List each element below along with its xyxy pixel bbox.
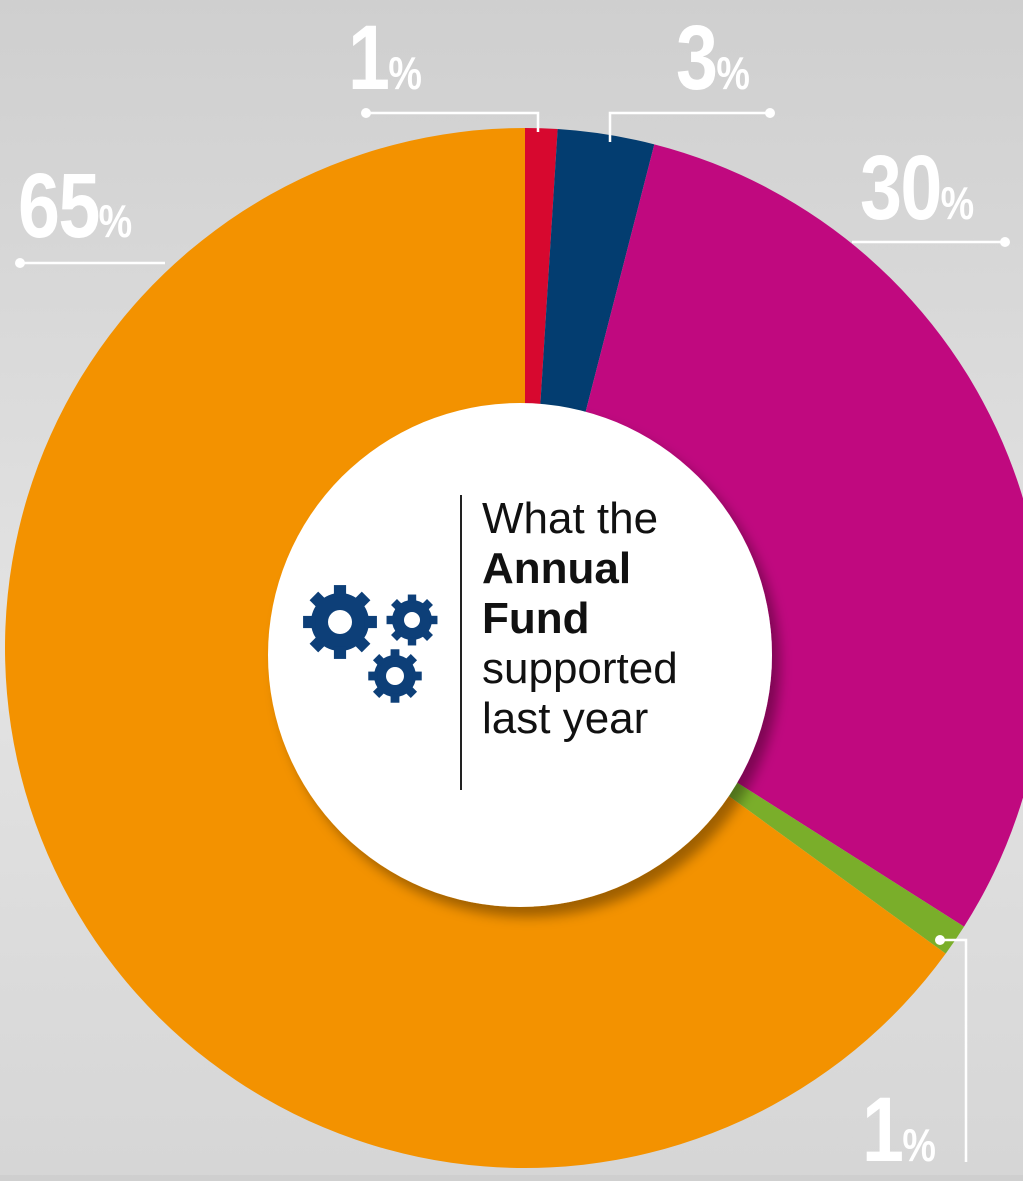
leader-dot-4 bbox=[15, 258, 25, 268]
leader-dot-3 bbox=[1000, 237, 1010, 247]
small-gear bbox=[386, 594, 438, 646]
title-divider bbox=[460, 495, 462, 790]
slice-label-3-unit: % bbox=[940, 177, 975, 229]
chart-title: What the Annual Fund supported last year bbox=[482, 494, 678, 744]
slice-label-4: 1% bbox=[862, 1084, 936, 1176]
title-line-5: last year bbox=[482, 694, 649, 743]
title-line-3: Fund bbox=[482, 594, 590, 643]
slice-label-5-unit: % bbox=[98, 195, 133, 247]
leader-line-1 bbox=[366, 111, 540, 132]
slice-label-3-value: 30 bbox=[860, 137, 942, 239]
leader-dot-5 bbox=[935, 935, 945, 945]
slice-label-1-unit: % bbox=[388, 47, 422, 99]
slice-label-5: 65% bbox=[18, 160, 132, 252]
leader-lines bbox=[15, 108, 1010, 1162]
leader-dot-2 bbox=[765, 108, 775, 118]
slice-label-4-value: 1 bbox=[862, 1079, 904, 1181]
large-gear bbox=[303, 585, 377, 659]
title-line-4: supported bbox=[482, 644, 678, 693]
slice-label-1: 1% bbox=[348, 12, 422, 104]
title-line-2: Annual bbox=[482, 544, 632, 593]
pie-slice-3 bbox=[525, 144, 1023, 927]
gears-icon bbox=[303, 585, 438, 703]
slice-label-5-value: 65 bbox=[18, 155, 100, 257]
slice-label-1-value: 1 bbox=[348, 7, 390, 109]
leader-line-5 bbox=[940, 938, 968, 1162]
center-hole bbox=[268, 403, 772, 907]
slice-label-2-value: 3 bbox=[676, 7, 718, 109]
slice-label-4-unit: % bbox=[902, 1119, 936, 1171]
title-line-1: What the bbox=[482, 494, 659, 543]
slice-label-2: 3% bbox=[676, 12, 750, 104]
leader-dot-1 bbox=[361, 108, 371, 118]
slice-label-2-unit: % bbox=[716, 47, 750, 99]
bottom-gear bbox=[368, 649, 422, 703]
slice-label-3: 30% bbox=[860, 142, 974, 234]
leader-line-2 bbox=[608, 111, 770, 142]
